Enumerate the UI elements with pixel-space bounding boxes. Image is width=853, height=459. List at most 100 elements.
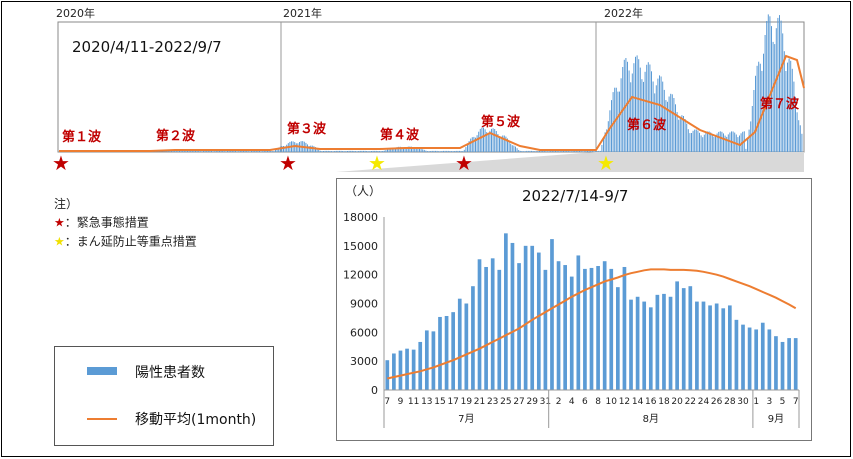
overview-bar [364,150,366,152]
inset-bar [418,341,423,390]
overview-bar [369,151,371,152]
inset-x-tick-label: 10 [606,397,618,407]
overview-bar [587,150,588,152]
overview-bar [559,151,561,152]
inset-bar [431,331,436,390]
overview-bar [455,150,457,152]
overview-bar [447,150,449,152]
overview-bar [721,131,723,152]
overview-bar [639,67,641,152]
overview-bar [175,150,177,152]
overview-bar [433,150,435,152]
overview-bar [799,125,801,152]
inset-bar [543,269,548,390]
inset-bar [787,338,791,390]
overview-bar [395,147,396,152]
overview-bar [599,150,601,152]
inset-x-tick-label: 8 [595,397,601,407]
inset-bar [681,288,686,390]
inset-bar [464,303,469,390]
inset-bar [629,299,633,390]
overview-bar [195,150,196,152]
overview-bar [387,149,388,152]
inset-y-tick-label: 6000 [350,326,378,339]
inset-x-tick-label: 20 [671,397,683,407]
overview-bar [199,151,201,152]
overview-bar [409,146,411,152]
overview-bar [745,148,747,152]
overview-bar [748,129,750,152]
overview-bar [219,150,220,152]
overview-bar [198,151,200,152]
overview-bar [644,71,646,152]
overview-bar [487,133,489,152]
overview-bar [702,137,704,152]
overview-bar [567,151,569,152]
inset-x-tick-label: 17 [447,397,458,407]
overview-bar [339,150,340,152]
overview-bar [423,149,425,152]
overview-bar [646,64,648,152]
overview-bar [463,149,465,152]
inset-bar [411,349,416,390]
overview-bar [795,96,796,152]
overview-bar [380,151,382,152]
overview-bar [780,20,782,152]
overview-bar [663,89,665,152]
overview-bar [772,41,774,152]
overview-bar [543,150,545,152]
overview-bar [785,71,787,152]
overview-bar [518,150,520,152]
overview-bar [427,151,428,152]
inset-title: 2022/7/14-9/7 [522,187,628,205]
overview-bar [225,151,227,152]
overview-bar [476,135,478,152]
overview-bar [711,134,713,152]
overview-bar [499,137,500,152]
overview-bar [457,150,459,152]
overview-bar [265,150,267,152]
inset-x-tick-label: 1 [753,397,759,407]
overview-bar [255,150,257,152]
overview-bar [315,147,316,152]
overview-bar [531,150,532,152]
overview-bar [332,151,334,152]
legend-bar-label: 陽性患者数 [135,365,205,381]
overview-bar [342,151,344,152]
overview-bar [593,151,595,152]
overview-bar [335,150,337,152]
inset-moving-average-line [387,268,797,380]
overview-bar [689,133,691,152]
overview-moving-average-line [59,54,805,152]
overview-bar [502,135,504,152]
inset-bar [523,245,528,390]
overview-bar [276,148,278,152]
overview-bar [230,150,232,152]
overview-bar [537,151,539,152]
overview-bar [798,120,800,152]
inset-bar [517,263,521,390]
overview-bar [473,136,475,152]
overview-bar [561,151,563,152]
overview-bar [367,151,369,152]
overview-bar [607,121,609,152]
inset-x-tick-label: 14 [632,397,644,407]
inset-bar [642,301,647,390]
overview-bar [579,150,580,152]
overview-bar [699,132,700,152]
overview-bar [643,81,644,152]
overview-bar [619,91,620,152]
overview-bar [740,133,742,152]
overview-bar [211,151,212,152]
overview-bar [713,136,715,152]
overview-bar [659,75,660,152]
overview-bar [766,21,768,152]
inset-y-tick-label: 18000 [343,211,378,224]
inset-x-tick-label: 7 [793,397,799,407]
note-emergency-text: ：緊急事態措置 [64,215,149,230]
inset-x-tick-label: 16 [645,397,657,407]
overview-bar [510,143,512,152]
overview-bar [343,151,345,152]
overview-bar [727,134,729,152]
